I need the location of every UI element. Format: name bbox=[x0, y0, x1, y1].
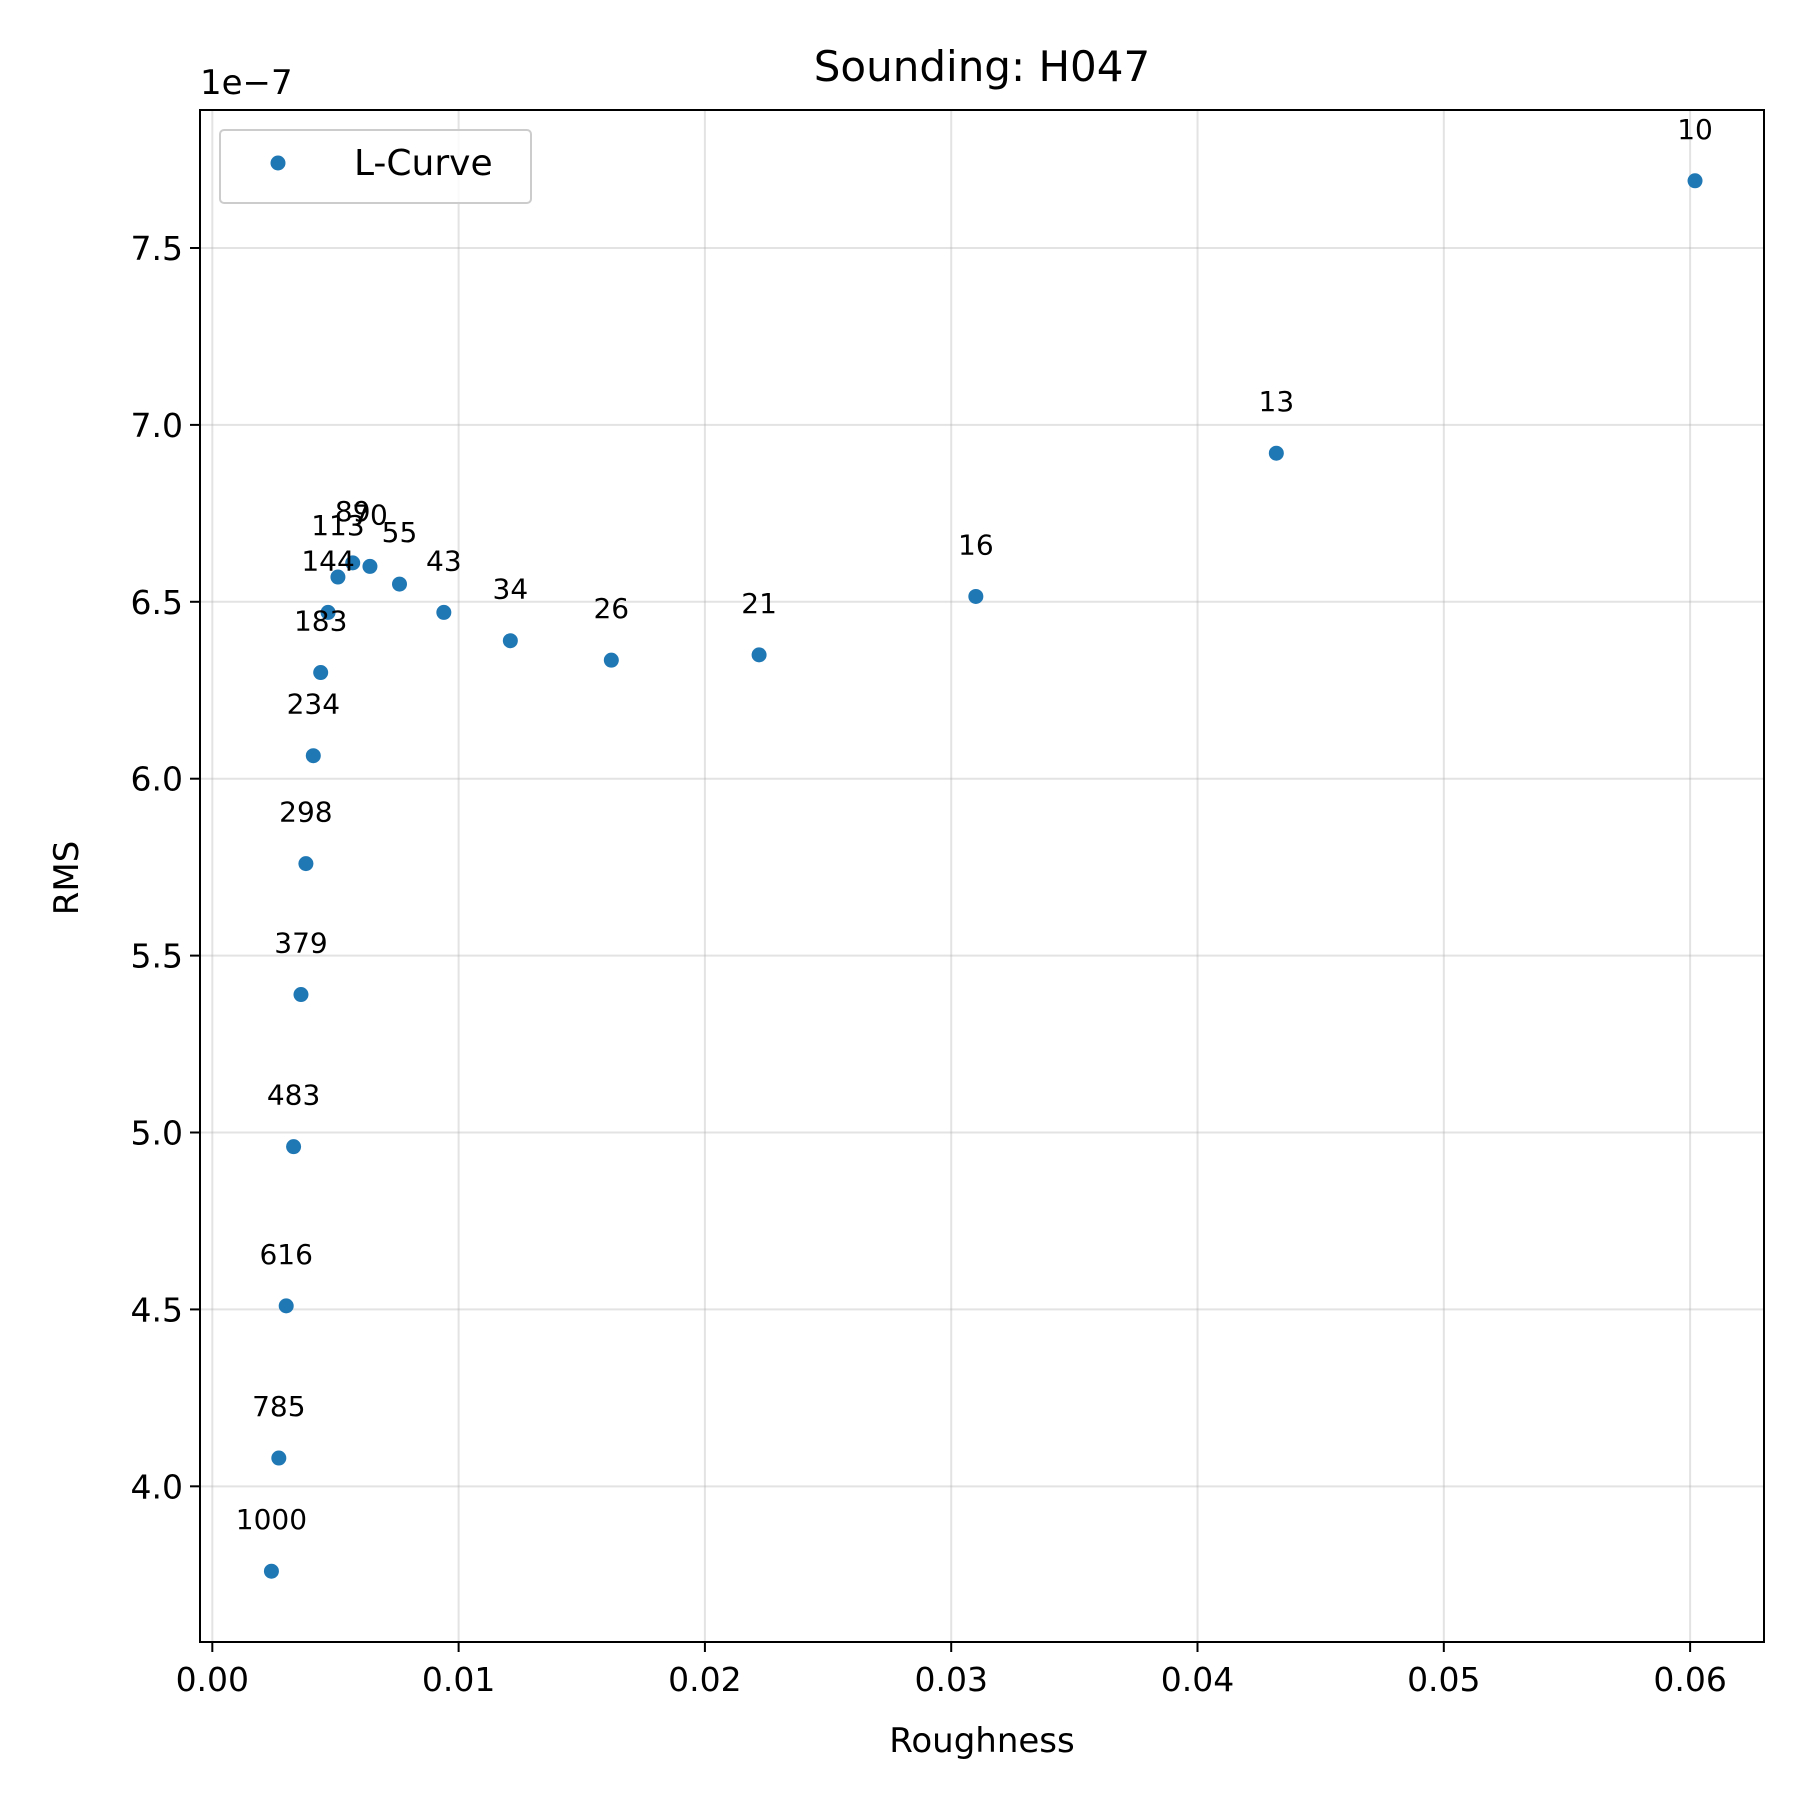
plot-area-frame bbox=[199, 109, 1765, 1643]
y-tick-label: 4.0 bbox=[131, 1467, 183, 1506]
y-axis-label: RMS bbox=[47, 841, 87, 916]
data-point bbox=[968, 588, 984, 604]
y-tick-label: 5.5 bbox=[131, 937, 183, 976]
data-point bbox=[392, 576, 408, 592]
data-point bbox=[313, 665, 329, 681]
point-annotation: 483 bbox=[267, 1079, 320, 1112]
point-annotation: 55 bbox=[382, 516, 418, 549]
data-point bbox=[502, 633, 518, 649]
point-annotation: 1000 bbox=[236, 1503, 307, 1536]
x-tick-label: 0.02 bbox=[668, 1660, 741, 1699]
data-points bbox=[263, 173, 1703, 1579]
point-annotation: 34 bbox=[493, 573, 529, 606]
point-annotation: 379 bbox=[274, 927, 327, 960]
y-tick-label: 5.0 bbox=[131, 1114, 183, 1153]
data-point bbox=[330, 569, 346, 585]
point-annotation: 21 bbox=[741, 587, 777, 620]
chart-title: Sounding: H047 bbox=[814, 42, 1150, 91]
point-annotation: 89 bbox=[335, 495, 371, 528]
data-point bbox=[278, 1298, 294, 1314]
legend-label: L-Curve bbox=[354, 143, 493, 184]
data-point bbox=[362, 558, 378, 574]
point-annotation: 298 bbox=[279, 796, 332, 829]
y-tick-label: 7.0 bbox=[131, 406, 183, 445]
x-tick-label: 0.04 bbox=[1161, 1660, 1234, 1699]
data-point bbox=[286, 1139, 302, 1155]
x-tick-label: 0.00 bbox=[176, 1660, 249, 1699]
data-point bbox=[298, 856, 314, 872]
data-point bbox=[293, 987, 309, 1003]
y-tick-label: 7.5 bbox=[131, 229, 183, 268]
data-point bbox=[263, 1563, 279, 1579]
y-offset-label: 1e−7 bbox=[200, 63, 293, 103]
x-tick-label: 0.05 bbox=[1407, 1660, 1480, 1699]
point-annotation: 616 bbox=[259, 1238, 312, 1271]
point-annotation: 26 bbox=[593, 592, 629, 625]
data-point bbox=[320, 604, 336, 620]
data-point bbox=[345, 555, 361, 571]
legend: L-Curve bbox=[219, 129, 532, 204]
grid bbox=[200, 110, 1764, 1642]
point-annotation: 144 bbox=[301, 544, 354, 577]
x-tick-label: 0.03 bbox=[914, 1660, 987, 1699]
data-point bbox=[1268, 445, 1284, 461]
point-annotation: 16 bbox=[958, 528, 994, 561]
y-tick-label: 6.5 bbox=[131, 583, 183, 622]
point-annotation: 113 bbox=[311, 509, 364, 542]
point-annotation: 183 bbox=[294, 605, 347, 638]
data-point bbox=[603, 652, 619, 668]
x-axis-label: Roughness bbox=[889, 1721, 1074, 1761]
point-annotation: 43 bbox=[426, 544, 462, 577]
point-annotation: 234 bbox=[287, 688, 340, 721]
x-tick-label: 0.06 bbox=[1653, 1660, 1726, 1699]
point-annotation: 13 bbox=[1259, 385, 1295, 418]
point-annotation: 10 bbox=[1677, 113, 1713, 146]
data-point bbox=[305, 748, 321, 764]
data-point bbox=[271, 1450, 287, 1466]
point-annotation: 785 bbox=[252, 1390, 305, 1423]
y-tick-label: 6.0 bbox=[131, 760, 183, 799]
axis-ticks: 0.00 0.01 0.02 0.03 0.04 0.05 0.06 4.0 4.5 5.0 5.5… bbox=[131, 229, 1727, 1699]
point-annotation: 70 bbox=[352, 498, 388, 531]
y-tick-label: 4.5 bbox=[131, 1290, 183, 1329]
data-point bbox=[1687, 173, 1703, 189]
legend-marker bbox=[270, 155, 286, 171]
data-point bbox=[751, 647, 767, 663]
legend-box bbox=[219, 129, 532, 204]
x-tick-label: 0.01 bbox=[422, 1660, 495, 1699]
data-point bbox=[436, 604, 452, 620]
